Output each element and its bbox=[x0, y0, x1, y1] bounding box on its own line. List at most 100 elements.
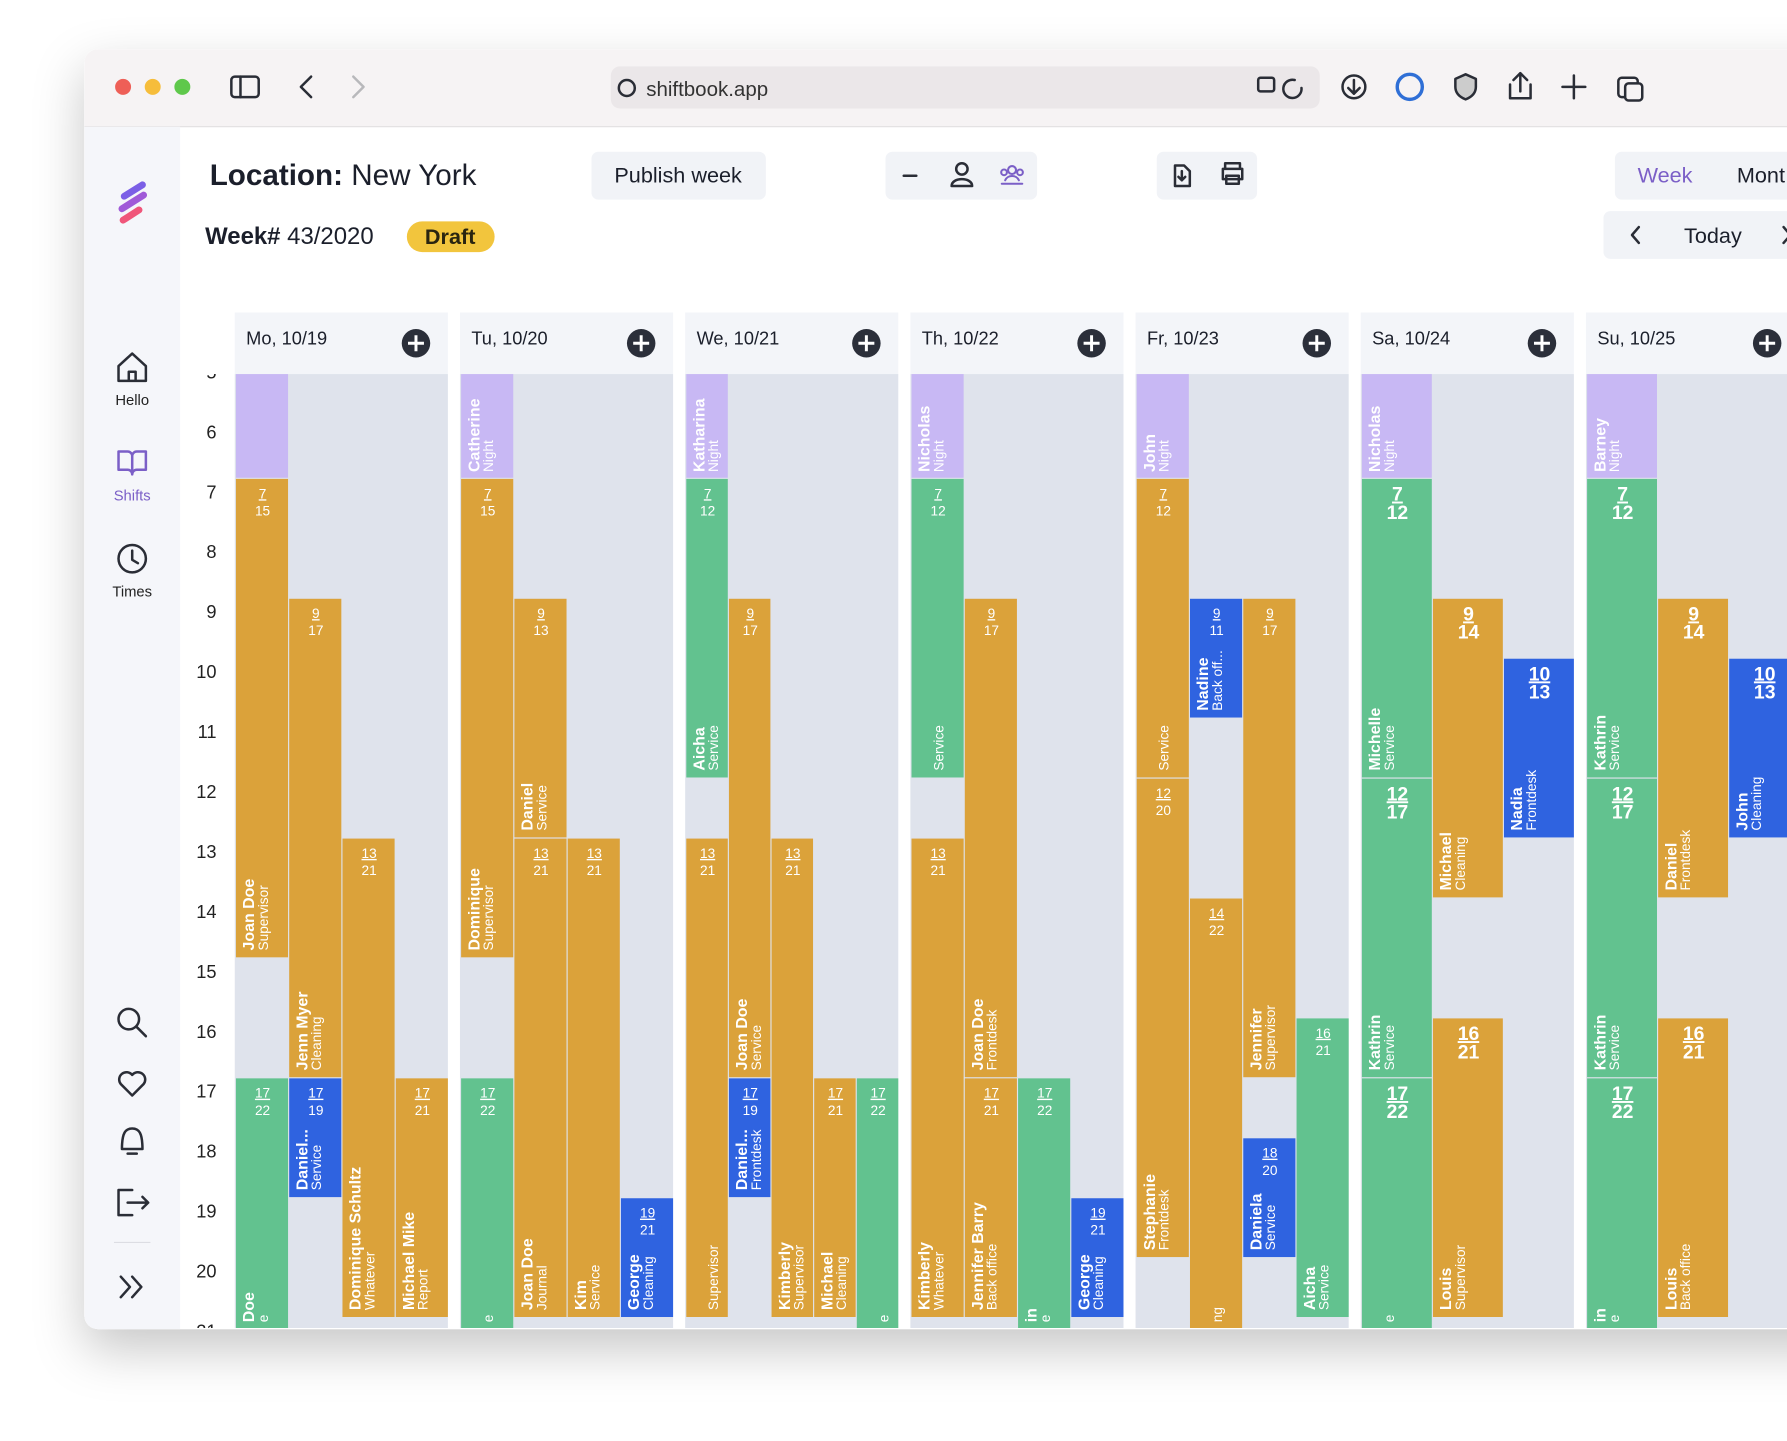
shift-start: 10 bbox=[1529, 663, 1551, 685]
url: shiftbook.app bbox=[646, 78, 768, 101]
zoom-icons[interactable] bbox=[902, 161, 1024, 188]
shift-start: 14 bbox=[1209, 906, 1225, 921]
shift[interactable] bbox=[567, 838, 620, 1318]
shift[interactable] bbox=[1136, 478, 1189, 778]
shift-start: 12 bbox=[1387, 783, 1409, 805]
shift[interactable] bbox=[1658, 1018, 1729, 1318]
shift[interactable] bbox=[1189, 598, 1243, 718]
shift[interactable] bbox=[342, 838, 395, 1318]
shift[interactable] bbox=[1503, 658, 1574, 838]
nav-label[interactable]: Hello bbox=[115, 393, 149, 409]
shift[interactable] bbox=[1658, 598, 1729, 898]
shift[interactable] bbox=[1243, 598, 1296, 1078]
shift[interactable] bbox=[1587, 1078, 1658, 1377]
shift-start: 12 bbox=[1612, 783, 1634, 805]
shift-start: 9 bbox=[312, 606, 320, 621]
shift[interactable] bbox=[964, 598, 1017, 1078]
shift[interactable] bbox=[856, 1078, 899, 1377]
shift-role: e bbox=[1382, 1315, 1397, 1323]
shift[interactable] bbox=[1361, 778, 1432, 1078]
shift-start: 7 bbox=[1617, 484, 1628, 506]
hour-label: 8 bbox=[206, 541, 216, 562]
shift-role: Supervisor bbox=[706, 1244, 721, 1310]
employee-name: in bbox=[1023, 1308, 1040, 1322]
hour-label: 17 bbox=[196, 1081, 216, 1102]
shift[interactable] bbox=[1729, 658, 1787, 838]
shift[interactable] bbox=[1432, 1018, 1503, 1318]
hour-label: 16 bbox=[196, 1021, 216, 1042]
day-label: Su, 10/25 bbox=[1597, 327, 1675, 348]
shift-end: 13 bbox=[533, 623, 548, 638]
shift[interactable] bbox=[1136, 778, 1189, 1258]
employee-name: Stephanie bbox=[1142, 1174, 1159, 1250]
shift[interactable] bbox=[1243, 1138, 1296, 1258]
shift[interactable] bbox=[728, 1078, 771, 1198]
day-label: We, 10/21 bbox=[697, 327, 780, 348]
shift[interactable] bbox=[289, 1078, 342, 1198]
shift[interactable] bbox=[1071, 1198, 1124, 1318]
employee-name: Louis bbox=[1438, 1268, 1455, 1311]
view-week[interactable]: Week bbox=[1638, 163, 1693, 188]
export-icons[interactable] bbox=[1173, 161, 1244, 188]
prev[interactable] bbox=[1630, 225, 1641, 245]
shift-start: 13 bbox=[931, 846, 946, 861]
shift[interactable] bbox=[514, 598, 567, 838]
shift-end: 11 bbox=[1210, 623, 1224, 638]
shift-start: 7 bbox=[934, 486, 942, 501]
shift-end: 20 bbox=[1156, 803, 1172, 818]
shift[interactable] bbox=[235, 1078, 289, 1377]
url-bar[interactable] bbox=[610, 66, 1320, 109]
shift-role: Cleaning bbox=[834, 1256, 849, 1310]
nav-label[interactable]: Times bbox=[112, 584, 152, 600]
shift-role: Service bbox=[1263, 1205, 1278, 1251]
shift[interactable] bbox=[289, 598, 342, 1078]
toolbar-icons[interactable] bbox=[1256, 71, 1644, 102]
next[interactable] bbox=[1782, 225, 1787, 245]
minimize[interactable] bbox=[144, 78, 161, 95]
shift[interactable] bbox=[461, 478, 514, 958]
shift-start: 13 bbox=[362, 846, 377, 861]
hour-label: 14 bbox=[196, 901, 216, 922]
shift-end: 17 bbox=[984, 623, 999, 638]
shift[interactable] bbox=[461, 1078, 514, 1377]
shift-role: e bbox=[481, 1315, 496, 1323]
employee-name: Jennifer bbox=[1248, 1008, 1265, 1070]
shift[interactable] bbox=[686, 838, 728, 1318]
shift[interactable] bbox=[395, 1078, 448, 1318]
view-toggle[interactable] bbox=[1614, 151, 1787, 200]
shift[interactable] bbox=[911, 838, 964, 1318]
shift[interactable] bbox=[1587, 778, 1658, 1078]
zoom[interactable] bbox=[174, 78, 191, 95]
shift[interactable] bbox=[620, 1198, 674, 1318]
shift[interactable] bbox=[1189, 898, 1243, 1377]
shift[interactable] bbox=[686, 478, 728, 778]
shift[interactable] bbox=[964, 1078, 1017, 1318]
shift[interactable] bbox=[911, 478, 964, 778]
shift[interactable] bbox=[1018, 1078, 1071, 1377]
shift[interactable] bbox=[1432, 598, 1503, 898]
shift-end: 22 bbox=[871, 1103, 886, 1118]
nav-buttons[interactable] bbox=[1603, 211, 1787, 259]
view-month[interactable]: Mont bbox=[1737, 163, 1785, 188]
close[interactable] bbox=[115, 78, 132, 95]
shift-role: Service bbox=[309, 1145, 324, 1191]
nav-label[interactable]: Shifts bbox=[114, 489, 151, 505]
shift-end: 22 bbox=[255, 1103, 270, 1118]
shift-start: 17 bbox=[1037, 1086, 1052, 1101]
browser-controls[interactable] bbox=[230, 75, 365, 99]
today[interactable]: Today bbox=[1684, 223, 1742, 248]
shift[interactable] bbox=[814, 1078, 856, 1318]
shift[interactable] bbox=[514, 838, 567, 1318]
shift[interactable] bbox=[1361, 1078, 1432, 1377]
shift[interactable] bbox=[1587, 478, 1658, 778]
shift[interactable] bbox=[1296, 1018, 1349, 1318]
shift[interactable] bbox=[235, 478, 289, 958]
shift[interactable] bbox=[1361, 478, 1432, 778]
shift-end: 21 bbox=[700, 863, 715, 878]
publish-button[interactable] bbox=[591, 151, 766, 200]
shift[interactable] bbox=[728, 598, 771, 1078]
hour-label: 21 bbox=[196, 1321, 216, 1342]
nav-icons[interactable] bbox=[117, 352, 150, 1299]
shift[interactable] bbox=[771, 838, 814, 1318]
employee-name: Kim bbox=[573, 1280, 590, 1310]
